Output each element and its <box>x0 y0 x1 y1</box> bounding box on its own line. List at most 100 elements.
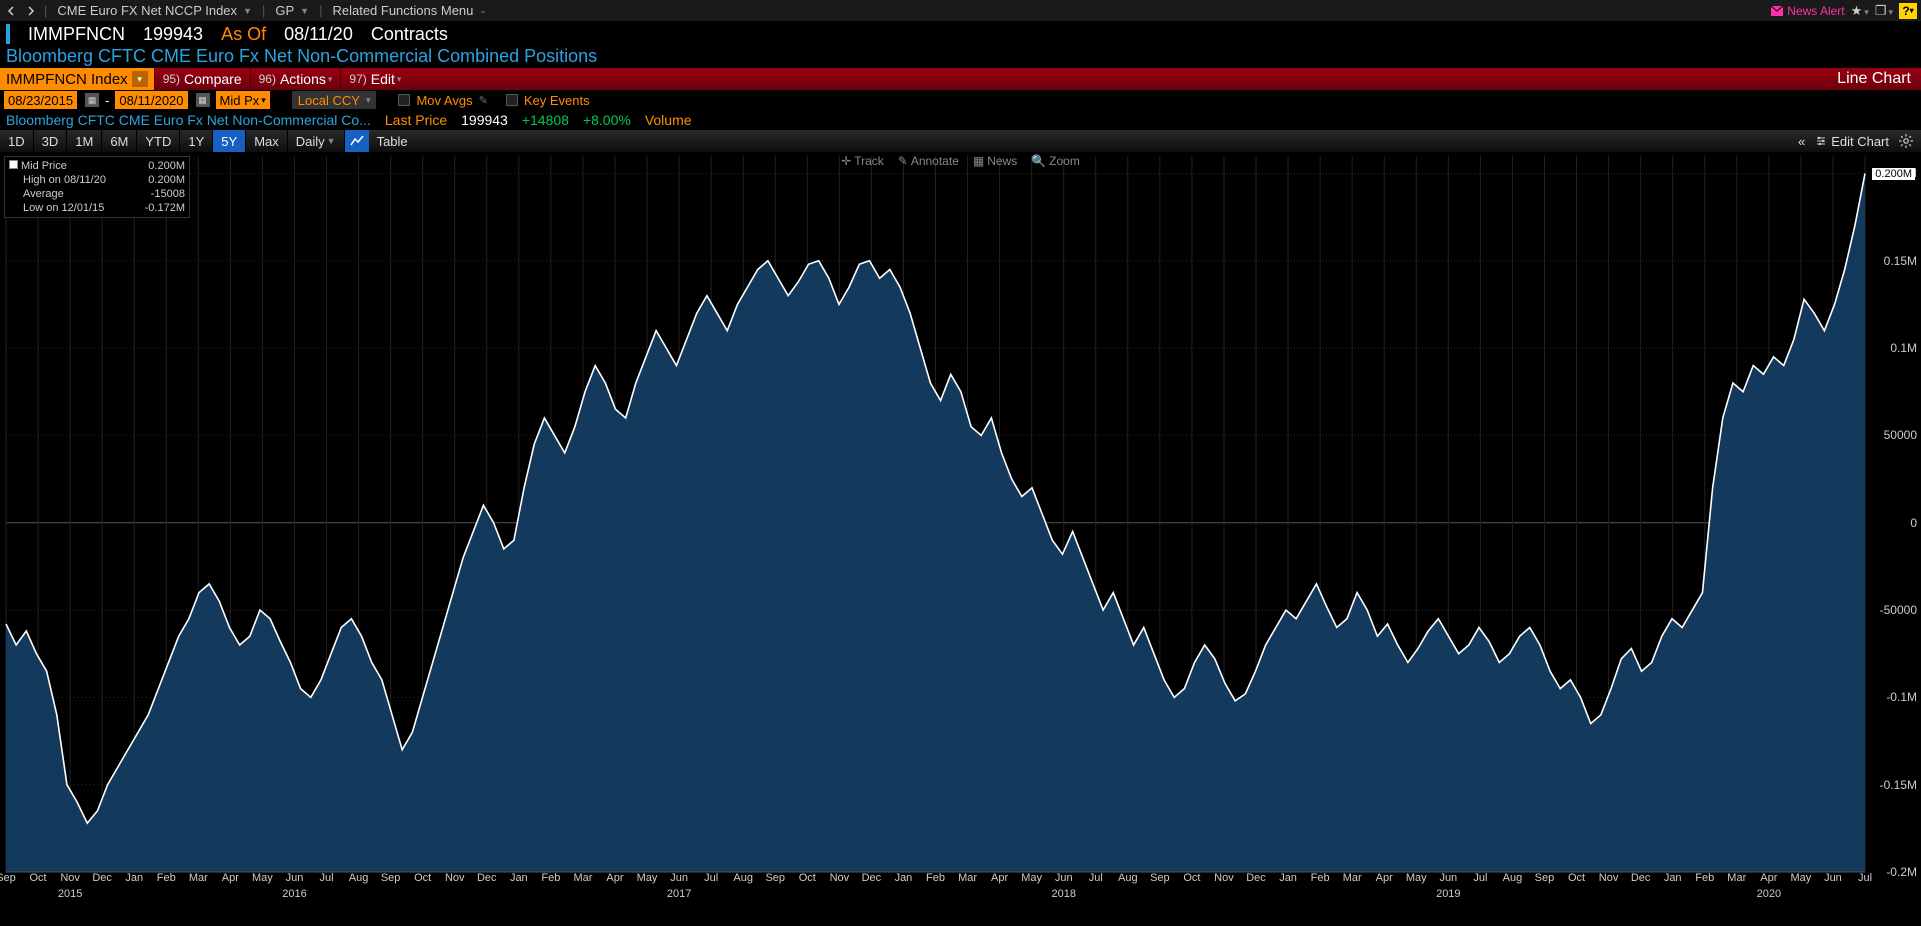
edit-chart-button[interactable]: Edit Chart <box>1815 134 1889 149</box>
range-toolbar: 1D3D1M6MYTD1Y5YMax Daily ▼ Table « Edit … <box>0 130 1921 152</box>
sliders-icon <box>1815 135 1827 147</box>
x-month-label: Nov <box>445 872 465 884</box>
x-month-label: Jun <box>1439 872 1457 884</box>
pencil-icon[interactable]: ✎ <box>479 94 488 107</box>
x-month-label: Jan <box>510 872 528 884</box>
x-month-label: Mar <box>189 872 208 884</box>
fn-num: 96) <box>259 72 276 86</box>
x-month-label: Jun <box>286 872 304 884</box>
x-month-label: Jan <box>895 872 913 884</box>
x-month-label: Jun <box>670 872 688 884</box>
x-month-label: Feb <box>1311 872 1330 884</box>
last-price-badge: 0.200M <box>1872 168 1915 180</box>
date-from-value: 08/23/2015 <box>8 93 73 108</box>
breadcrumb-index[interactable]: CME Euro FX Net NCCP Index▼ <box>53 3 256 18</box>
calendar-icon[interactable]: ▦ <box>196 93 210 107</box>
settings-button[interactable] <box>1899 134 1913 148</box>
ticker-symbol: IMMPFNCN <box>28 24 125 45</box>
interval-select[interactable]: Daily ▼ <box>288 130 345 152</box>
news-tool[interactable]: ▦ News <box>973 154 1017 168</box>
x-month-label: Nov <box>1214 872 1234 884</box>
command-bar: | CME Euro FX Net NCCP Index▼ | GP▼ | Re… <box>0 0 1921 22</box>
table-button[interactable]: Table <box>369 130 416 152</box>
x-month-label: Jul <box>1858 872 1872 884</box>
asof-label: As Of <box>221 24 266 45</box>
help-button[interactable]: ?▾ <box>1899 3 1917 19</box>
x-month-label: Oct <box>1568 872 1585 884</box>
date-to-input[interactable]: 08/11/2020 <box>115 91 187 109</box>
date-from-input[interactable]: 08/23/2015 <box>4 91 77 109</box>
range-1y[interactable]: 1Y <box>180 130 213 152</box>
dropdown-caret-icon: ⌄ <box>479 5 487 16</box>
price-field-select[interactable]: Mid Px▾ <box>216 91 270 109</box>
x-month-label: Apr <box>606 872 623 884</box>
x-month-label: Jul <box>1089 872 1103 884</box>
mov-avgs-checkbox[interactable] <box>398 94 410 106</box>
forward-arrow-icon[interactable] <box>24 4 38 18</box>
breadcrumb-related[interactable]: Related Functions Menu ⌄ <box>328 3 490 18</box>
interval-value: Daily <box>296 134 325 149</box>
chart-legend: Mid Price0.200M High on 08/11/200.200M A… <box>4 156 190 218</box>
currency-select[interactable]: Local CCY▾ <box>292 91 377 109</box>
news-alert-label: News Alert <box>1787 4 1844 18</box>
x-month-label: Feb <box>1695 872 1714 884</box>
breadcrumb-label: GP <box>275 3 294 18</box>
range-ytd[interactable]: YTD <box>137 130 180 152</box>
range-3d[interactable]: 3D <box>34 130 68 152</box>
dropdown-caret-icon: ▾ <box>328 74 333 85</box>
calendar-icon[interactable]: ▦ <box>85 93 99 107</box>
separator: | <box>44 3 47 18</box>
x-month-label: Nov <box>1599 872 1619 884</box>
layout-icon[interactable]: ❐▾ <box>1875 3 1893 19</box>
dropdown-caret-icon: ▼ <box>243 6 252 16</box>
edit-button[interactable]: 97)Edit ▾ <box>340 68 409 90</box>
range-5y[interactable]: 5Y <box>213 130 246 152</box>
last-price-value: 199943 <box>461 112 508 128</box>
x-month-label: Mar <box>1343 872 1362 884</box>
collapse-button[interactable]: « <box>1798 134 1805 149</box>
x-month-label: Aug <box>733 872 753 884</box>
chart-area[interactable]: ✛ Track ✎ Annotate ▦ News 🔍 Zoom Mid Pri… <box>0 152 1921 906</box>
ticker-index-field[interactable]: IMMPFNCN Index ▾ <box>0 68 154 90</box>
star-icon[interactable]: ★▾ <box>1851 3 1869 19</box>
chart-type-icon[interactable] <box>345 130 369 152</box>
key-events-checkbox[interactable] <box>506 94 518 106</box>
news-alert[interactable]: News Alert <box>1771 4 1844 18</box>
compare-button[interactable]: 95)Compare <box>154 68 250 90</box>
fn-num: 97) <box>349 72 366 86</box>
x-month-label: Dec <box>477 872 497 884</box>
x-month-label: Jul <box>319 872 333 884</box>
x-month-label: Sep <box>1535 872 1555 884</box>
x-year-label: 2017 <box>667 888 691 900</box>
x-month-label: Oct <box>414 872 431 884</box>
zoom-tool[interactable]: 🔍 Zoom <box>1031 154 1080 168</box>
range-6m[interactable]: 6M <box>102 130 137 152</box>
currency-value: Local CCY <box>298 93 360 108</box>
breadcrumb-label: Related Functions Menu <box>332 3 473 18</box>
track-tool[interactable]: ✛ Track <box>841 154 884 168</box>
x-month-label: Apr <box>1376 872 1393 884</box>
back-arrow-icon[interactable] <box>4 4 18 18</box>
x-month-label: Aug <box>1503 872 1523 884</box>
range-1d[interactable]: 1D <box>0 130 34 152</box>
range-1m[interactable]: 1M <box>67 130 102 152</box>
chart-tools: ✛ Track ✎ Annotate ▦ News 🔍 Zoom <box>841 154 1080 168</box>
x-year-label: 2016 <box>282 888 306 900</box>
x-year-label: 2019 <box>1436 888 1460 900</box>
y-tick-label: -0.2M <box>1886 865 1917 879</box>
y-tick-label: -50000 <box>1880 603 1917 617</box>
x-month-label: Mar <box>1727 872 1746 884</box>
breadcrumb-function[interactable]: GP▼ <box>271 3 313 18</box>
x-month-label: Sep <box>1150 872 1170 884</box>
y-tick-label: 50000 <box>1884 428 1917 442</box>
tool-label: Track <box>854 154 884 168</box>
dropdown-caret-icon[interactable]: ▾ <box>132 71 148 87</box>
range-max[interactable]: Max <box>246 130 288 152</box>
actions-button[interactable]: 96)Actions ▾ <box>250 68 341 90</box>
x-month-label: Feb <box>926 872 945 884</box>
y-tick-label: 0.1M <box>1890 341 1917 355</box>
legend-label: Low on 12/01/15 <box>9 201 119 215</box>
x-month-label: Oct <box>29 872 46 884</box>
annotate-tool[interactable]: ✎ Annotate <box>898 154 959 168</box>
x-month-label: Aug <box>349 872 369 884</box>
